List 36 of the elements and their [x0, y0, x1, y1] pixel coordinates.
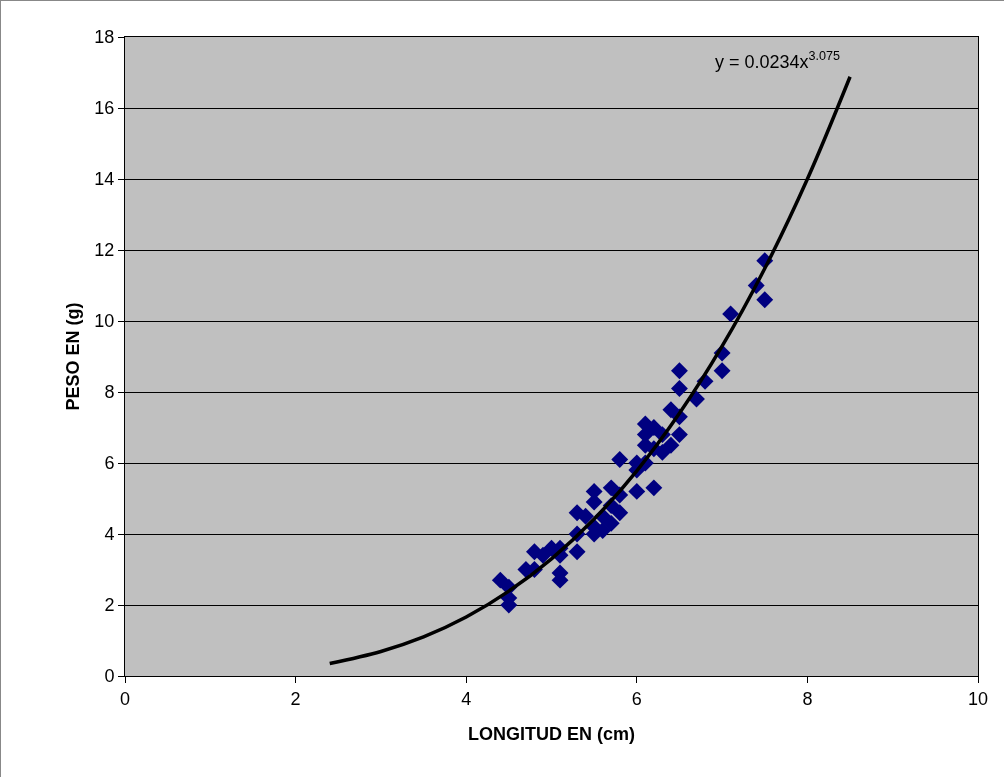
x-tick-label: 2 — [290, 688, 301, 709]
x-tick-label: 0 — [119, 688, 131, 709]
point — [611, 504, 629, 522]
point — [577, 507, 595, 525]
annotation: y = 0.0234x$^{3.075}$ — [715, 49, 841, 72]
y-axis-title: PESO EN (g) — [63, 302, 83, 411]
point — [671, 362, 688, 380]
point — [671, 380, 688, 397]
y-tick-label: 6 — [104, 453, 115, 474]
x-tick-label: 8 — [802, 688, 813, 709]
y-tick-label: 16 — [94, 98, 115, 119]
x-tick-label: 10 — [967, 688, 989, 709]
y-tick-label: 0 — [104, 666, 115, 687]
point — [671, 426, 688, 444]
y-tick-label: 18 — [94, 27, 115, 48]
point — [568, 543, 586, 561]
y-tick-label: 4 — [104, 524, 115, 545]
point — [688, 390, 705, 408]
point — [602, 479, 620, 497]
y-tick-label: 12 — [94, 240, 115, 261]
point — [645, 479, 663, 497]
x-tick-label: 6 — [631, 688, 642, 709]
point — [722, 305, 740, 323]
point — [713, 362, 731, 380]
point — [756, 291, 774, 309]
y-tick-label: 10 — [94, 311, 115, 332]
point — [628, 482, 646, 500]
point — [611, 451, 629, 468]
x-axis-title: LONGITUD EN (cm) — [467, 724, 636, 744]
y-tick-label: 14 — [94, 169, 115, 190]
y-tick-label: 8 — [104, 382, 115, 403]
y-tick-label: 2 — [104, 595, 115, 616]
x-tick-label: 4 — [461, 688, 472, 709]
point — [662, 401, 680, 419]
point — [602, 514, 620, 532]
point — [662, 436, 680, 454]
